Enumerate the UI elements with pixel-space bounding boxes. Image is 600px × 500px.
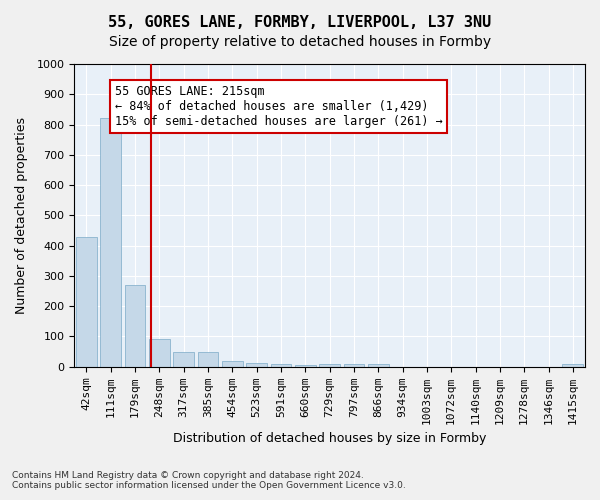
Bar bbox=[271, 364, 291, 366]
Y-axis label: Number of detached properties: Number of detached properties bbox=[15, 117, 28, 314]
Text: Contains HM Land Registry data © Crown copyright and database right 2024.
Contai: Contains HM Land Registry data © Crown c… bbox=[12, 470, 406, 490]
X-axis label: Distribution of detached houses by size in Formby: Distribution of detached houses by size … bbox=[173, 432, 486, 445]
Text: 55 GORES LANE: 215sqm
← 84% of detached houses are smaller (1,429)
15% of semi-d: 55 GORES LANE: 215sqm ← 84% of detached … bbox=[115, 85, 443, 128]
Bar bbox=[246, 363, 267, 366]
Bar bbox=[173, 352, 194, 366]
Bar bbox=[76, 236, 97, 366]
Bar bbox=[125, 285, 145, 366]
Text: 55, GORES LANE, FORMBY, LIVERPOOL, L37 3NU: 55, GORES LANE, FORMBY, LIVERPOOL, L37 3… bbox=[109, 15, 491, 30]
Bar bbox=[100, 118, 121, 366]
Bar bbox=[197, 352, 218, 366]
Bar bbox=[368, 364, 389, 366]
Bar bbox=[149, 339, 170, 366]
Bar bbox=[222, 361, 242, 366]
Bar bbox=[319, 364, 340, 366]
Bar bbox=[344, 364, 364, 366]
Text: Size of property relative to detached houses in Formby: Size of property relative to detached ho… bbox=[109, 35, 491, 49]
Bar bbox=[562, 364, 583, 366]
Bar bbox=[295, 365, 316, 366]
